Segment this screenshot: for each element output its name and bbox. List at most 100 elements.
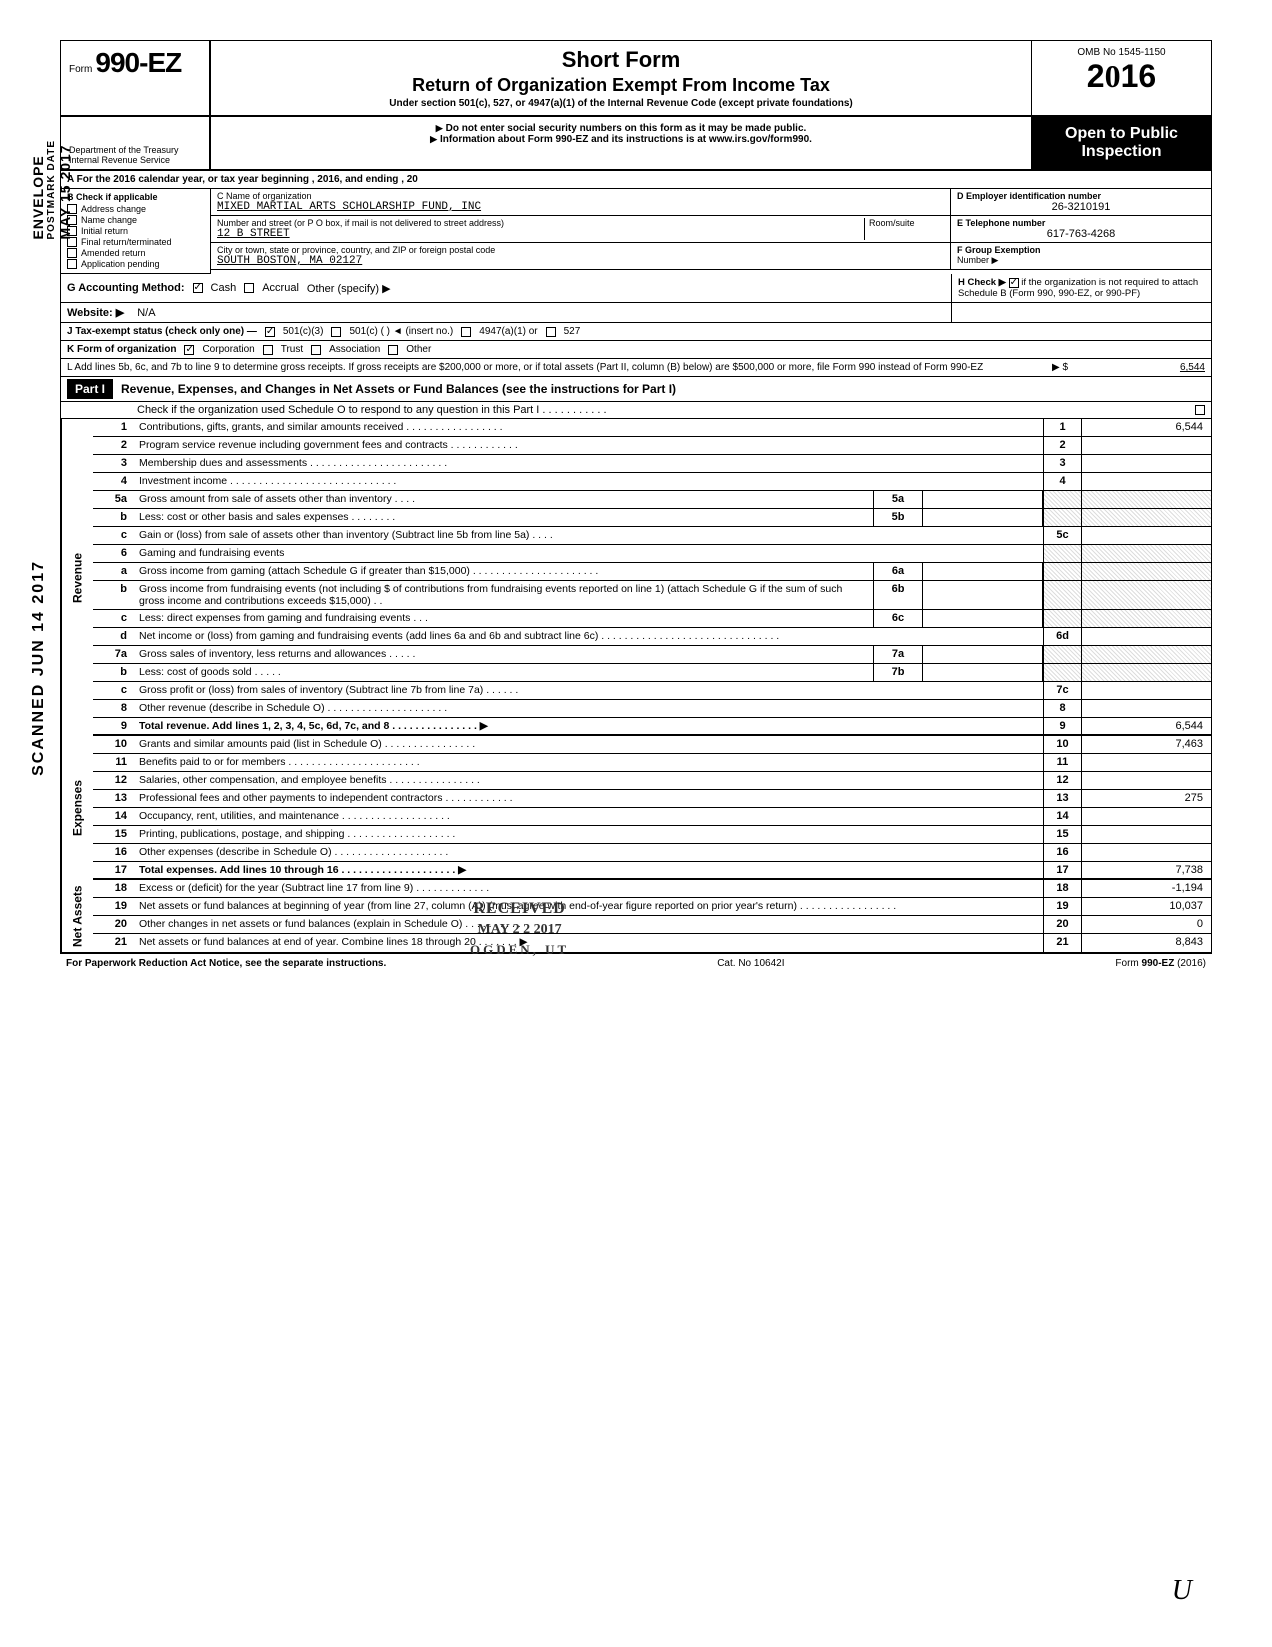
ein-value: 26-3210191 <box>957 201 1205 213</box>
org-name: MIXED MARTIAL ARTS SCHOLARSHIP FUND, INC <box>217 201 944 213</box>
section-l: L Add lines 5b, 6c, and 7b to line 9 to … <box>61 359 1211 377</box>
chk-cash[interactable] <box>193 283 203 293</box>
title-subtext: Under section 501(c), 527, or 4947(a)(1)… <box>221 98 1021 109</box>
line-9-value: 6,544 <box>1081 718 1211 734</box>
city-state-zip: SOUTH BOSTON, MA 02127 <box>217 255 944 267</box>
section-a: A For the 2016 calendar year, or tax yea… <box>61 171 1211 189</box>
section-b-title: B Check if applicable <box>67 192 204 202</box>
title-box: Short Form Return of Organization Exempt… <box>211 41 1031 115</box>
signature-mark: U <box>1172 1575 1192 1607</box>
form-number: 990-EZ <box>95 47 181 78</box>
line-17-value: 7,738 <box>1081 862 1211 878</box>
chk-address-change[interactable]: Address change <box>67 204 204 214</box>
line-1-value: 6,544 <box>1081 419 1211 436</box>
line-16-value <box>1081 844 1211 861</box>
scanned-stamp: SCANNED JUN 14 2017 <box>30 560 48 776</box>
side-label-revenue: Revenue <box>61 419 93 736</box>
part1-checknote: Check if the organization used Schedule … <box>61 402 1211 419</box>
chk-501c[interactable] <box>331 327 341 337</box>
omb-box: OMB No 1545-1150 2016 <box>1031 41 1211 115</box>
line-13-value: 275 <box>1081 790 1211 807</box>
public-inspection-box: Open to Public Inspection <box>1031 117 1211 169</box>
revenue-section: Revenue 1Contributions, gifts, grants, a… <box>61 419 1211 736</box>
chk-final-return[interactable]: Final return/terminated <box>67 237 204 247</box>
section-l-value: 6,544 <box>1075 362 1205 373</box>
second-header-row: Department of the Treasury Internal Reve… <box>61 117 1211 171</box>
chk-pending[interactable]: Application pending <box>67 259 204 269</box>
omb-number: OMB No 1545-1150 <box>1040 47 1203 58</box>
line-19-value: 10,037 <box>1081 898 1211 915</box>
section-g-label: G Accounting Method: <box>67 282 185 294</box>
section-gh: G Accounting Method: Cash Accrual Other … <box>61 274 1211 303</box>
chk-initial-return[interactable]: Initial return <box>67 226 204 236</box>
line-3-value <box>1081 455 1211 472</box>
expenses-section: Expenses 10Grants and similar amounts pa… <box>61 736 1211 880</box>
line-12-value <box>1081 772 1211 789</box>
section-d: D Employer identification number 26-3210… <box>951 189 1211 215</box>
line-18-value: -1,194 <box>1081 880 1211 897</box>
netassets-section: Net Assets 18Excess or (deficit) for the… <box>61 880 1211 952</box>
chk-501c3[interactable] <box>265 327 275 337</box>
chk-amended[interactable]: Amended return <box>67 248 204 258</box>
line-4-value <box>1081 473 1211 490</box>
line-5c-value <box>1081 527 1211 544</box>
chk-4947[interactable] <box>461 327 471 337</box>
line-7c-value <box>1081 682 1211 699</box>
footer-left: For Paperwork Reduction Act Notice, see … <box>66 958 386 969</box>
chk-schedule-b[interactable] <box>1009 278 1019 288</box>
chk-other-org[interactable] <box>388 345 398 355</box>
section-k: K Form of organization Corporation Trust… <box>61 341 1211 359</box>
chk-schedule-o[interactable] <box>1195 405 1205 415</box>
line-15-value <box>1081 826 1211 843</box>
section-c-city: City or town, state or province, country… <box>211 243 951 269</box>
footer: For Paperwork Reduction Act Notice, see … <box>60 953 1212 973</box>
title-sub: Return of Organization Exempt From Incom… <box>221 75 1021 96</box>
year-box: 2016 <box>1040 58 1203 95</box>
line-14-value <box>1081 808 1211 825</box>
form-prefix: Form <box>69 64 92 75</box>
section-h: H Check ▶ if the organization is not req… <box>951 274 1211 302</box>
title-main: Short Form <box>221 47 1021 73</box>
identity-block: B Check if applicable Address change Nam… <box>61 189 1211 274</box>
note-ssn: Do not enter social security numbers on … <box>221 123 1021 134</box>
line-11-value <box>1081 754 1211 771</box>
chk-corporation[interactable] <box>184 345 194 355</box>
side-label-netassets: Net Assets <box>61 880 93 952</box>
dept-irs: Internal Revenue Service <box>69 155 201 165</box>
chk-trust[interactable] <box>263 345 273 355</box>
form-header: Form 990-EZ Short Form Return of Organiz… <box>61 41 1211 117</box>
chk-name-change[interactable]: Name change <box>67 215 204 225</box>
chk-association[interactable] <box>311 345 321 355</box>
line-21-value: 8,843 <box>1081 934 1211 952</box>
line-6d-value <box>1081 628 1211 645</box>
section-j: J Tax-exempt status (check only one) — 5… <box>61 323 1211 341</box>
part1-header: Part I Revenue, Expenses, and Changes in… <box>61 377 1211 402</box>
footer-cat: Cat. No 10642I <box>717 958 784 969</box>
form-990ez-container: Form 990-EZ Short Form Return of Organiz… <box>60 40 1212 953</box>
section-i: Website: ▶ N/A <box>61 303 1211 323</box>
dept-box: Department of the Treasury Internal Reve… <box>61 117 211 169</box>
section-a-text: A For the 2016 calendar year, or tax yea… <box>67 174 418 185</box>
section-e: E Telephone number 617-763-4268 <box>951 216 1211 242</box>
street-address: 12 B STREET <box>217 228 864 240</box>
section-f: F Group Exemption Number ▶ <box>951 243 1211 269</box>
postmark-stamp: ENVELOPE POSTMARK DATE MAY 15 2017 <box>30 140 73 239</box>
chk-accrual[interactable] <box>244 283 254 293</box>
note-info: Information about Form 990-EZ and its in… <box>221 134 1021 145</box>
info-box: Do not enter social security numbers on … <box>211 117 1031 169</box>
section-b: B Check if applicable Address change Nam… <box>61 189 211 274</box>
section-c-addr: Number and street (or P O box, if mail i… <box>211 216 951 242</box>
form-number-box: Form 990-EZ <box>61 41 211 115</box>
phone-value: 617-763-4268 <box>957 228 1205 240</box>
line-20-value: 0 <box>1081 916 1211 933</box>
footer-right: Form 990-EZ (2016) <box>1115 958 1206 969</box>
line-8-value <box>1081 700 1211 717</box>
website-value: N/A <box>137 307 155 319</box>
section-c-container: C Name of organization MIXED MARTIAL ART… <box>211 189 1211 274</box>
section-c-name: C Name of organization MIXED MARTIAL ART… <box>211 189 951 215</box>
side-label-expenses: Expenses <box>61 736 93 880</box>
line-10-value: 7,463 <box>1081 736 1211 753</box>
chk-527[interactable] <box>546 327 556 337</box>
line-2-value <box>1081 437 1211 454</box>
dept-treasury: Department of the Treasury <box>69 145 201 155</box>
